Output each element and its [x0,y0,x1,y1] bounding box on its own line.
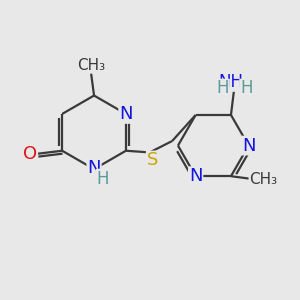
Text: NH₂: NH₂ [218,73,250,91]
Text: H: H [97,169,109,188]
Text: H: H [217,80,229,98]
Text: O: O [23,145,37,163]
Text: CH₃: CH₃ [77,58,105,73]
Text: N: N [87,159,101,177]
Text: CH₃: CH₃ [249,172,278,187]
Text: N: N [189,167,202,185]
Text: S: S [147,152,158,169]
Text: N: N [119,105,133,123]
Text: N: N [242,136,255,154]
Text: H: H [240,80,253,98]
